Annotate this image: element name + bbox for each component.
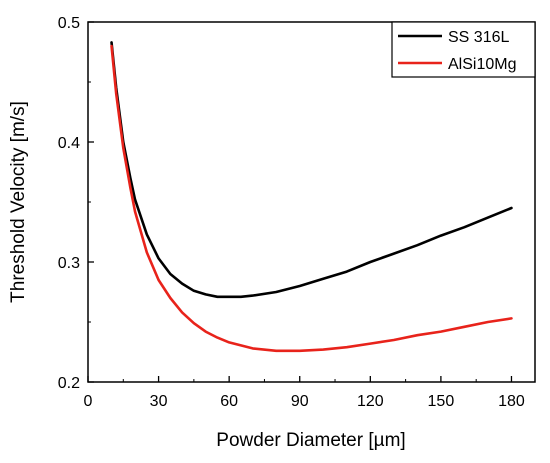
- legend-box: [391, 21, 536, 78]
- x-tick-label: 150: [428, 393, 455, 410]
- legend-label-ss316l: SS 316L: [448, 29, 509, 46]
- x-axis-ticks: 0 30 60 90 120 150 180: [84, 376, 525, 410]
- x-tick-label: 60: [220, 393, 238, 410]
- legend-label-alsi10mg: AlSi10Mg: [448, 56, 516, 73]
- series-line-alsi10mg: [110, 44, 513, 353]
- y-axis-title: Threshold Velocity [m/s]: [8, 101, 29, 303]
- x-tick-label: 120: [357, 393, 384, 410]
- series-line-ss-316l: [110, 41, 513, 299]
- y-tick-label: 0.5: [58, 15, 80, 32]
- x-tick-label: 0: [84, 393, 93, 410]
- x-tick-label: 30: [150, 393, 168, 410]
- y-axis-ticks: 0.2 0.3 0.4 0.5: [58, 15, 94, 392]
- y-tick-label: 0.3: [58, 255, 80, 272]
- x-tick-label: 180: [498, 393, 525, 410]
- x-axis-title: Powder Diameter [µm]: [216, 430, 405, 451]
- x-tick-label: 90: [291, 393, 309, 410]
- y-tick-label: 0.4: [58, 135, 80, 152]
- series-layer: [110, 41, 513, 353]
- y-tick-label: 0.2: [58, 375, 80, 392]
- legend: SS 316L AlSi10Mg: [391, 21, 536, 78]
